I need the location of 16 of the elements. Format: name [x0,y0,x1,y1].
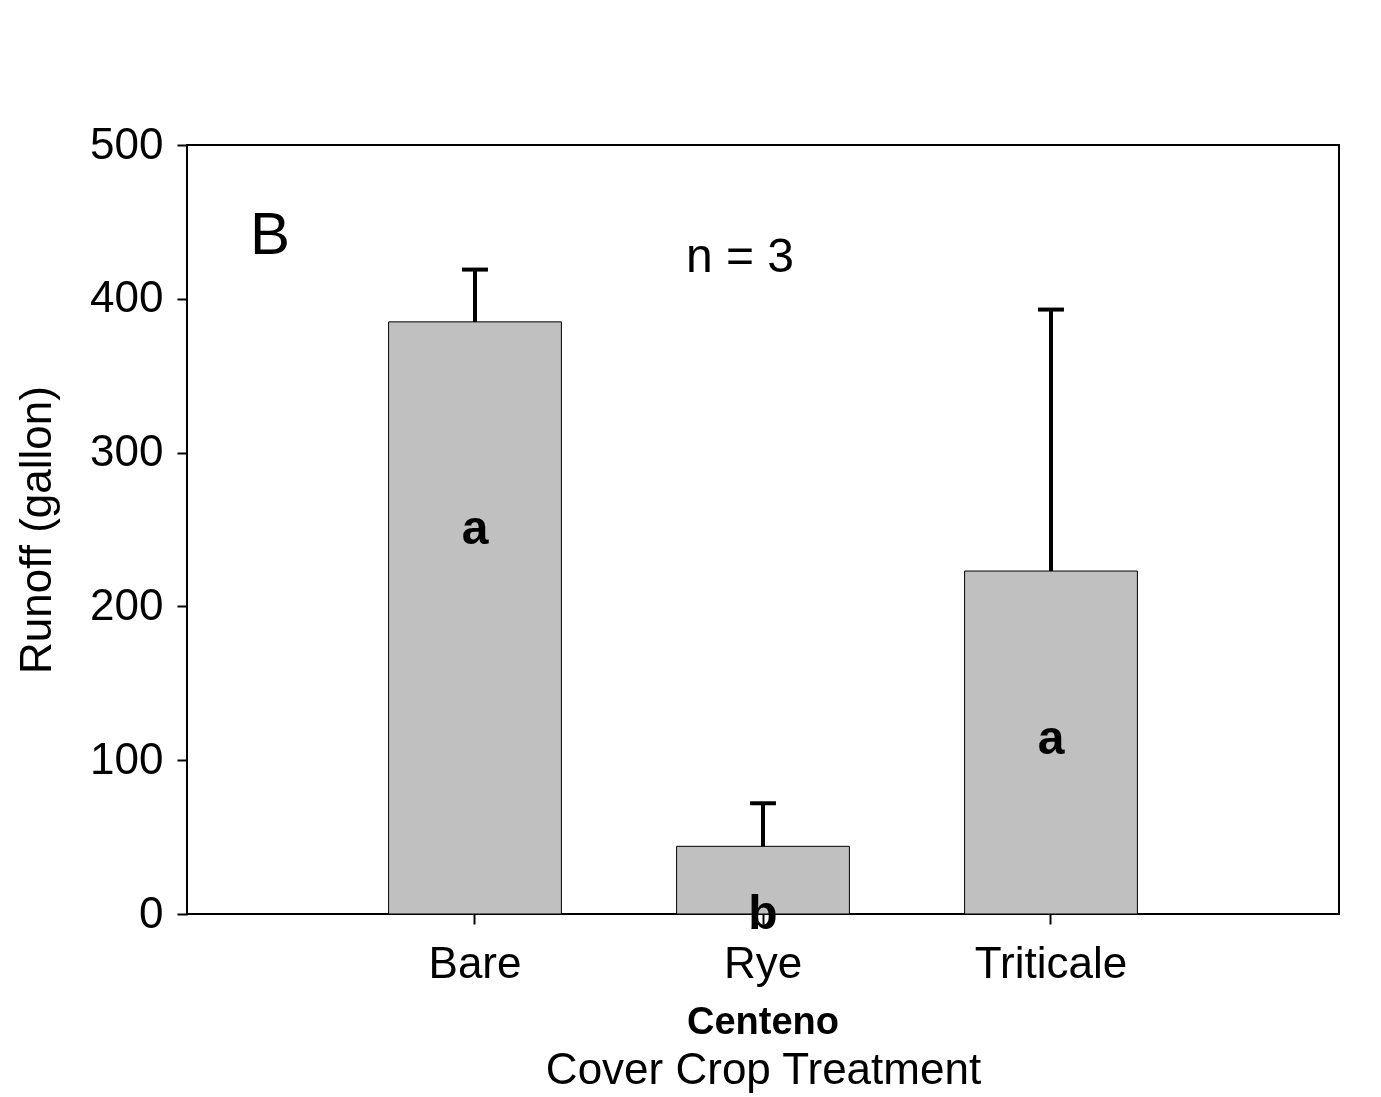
y-tick-label: 300 [90,426,164,476]
x-tick-label: Rye [723,937,803,987]
annotation: n = 3 [685,229,795,282]
x-tick-label: Bare [428,937,522,987]
y-axis-title: Runoff (gallon) [11,386,61,674]
y-tick-label: 0 [139,887,164,937]
annotation: a [461,501,489,554]
y-tick-label: 200 [90,579,164,629]
y-tick-label: 100 [90,733,164,783]
y-tick-label: 400 [90,272,164,322]
text: Centeno [687,1000,839,1042]
x-tick-label: Triticale [974,937,1128,987]
y-tick-label: 500 [90,118,164,168]
annotation: a [1037,711,1065,764]
x-axis-title: Cover Crop Treatment [545,1043,982,1093]
annotation: B [250,200,291,267]
